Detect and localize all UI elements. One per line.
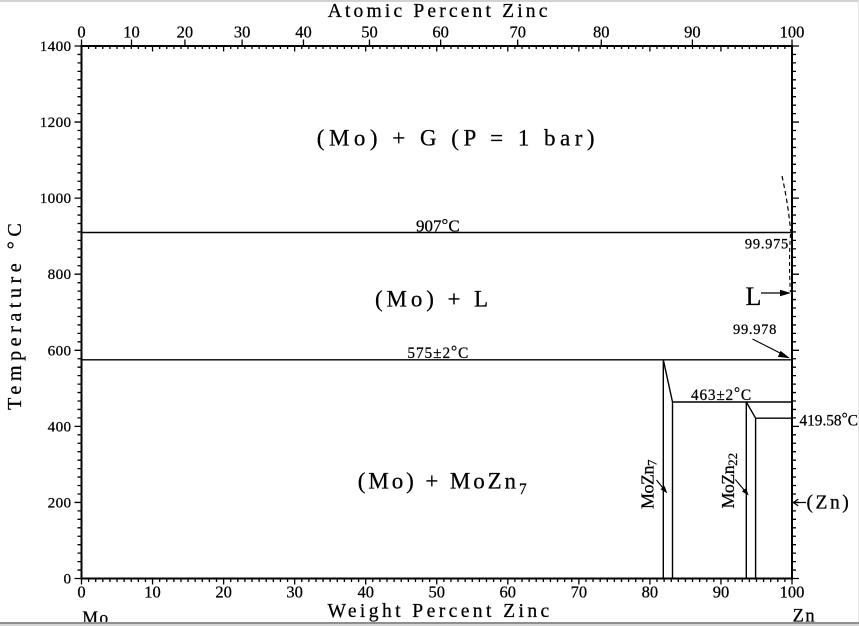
svg-text:60: 60 xyxy=(432,23,449,42)
svg-text:20: 20 xyxy=(215,583,232,602)
svg-text:463±2°C: 463±2°C xyxy=(691,385,752,404)
svg-text:907°C: 907°C xyxy=(416,215,460,236)
svg-text:200: 200 xyxy=(48,494,72,511)
svg-text:70: 70 xyxy=(571,583,588,602)
svg-text:80: 80 xyxy=(593,23,610,42)
svg-text:Zn: Zn xyxy=(793,607,817,626)
svg-text:30: 30 xyxy=(234,23,251,42)
svg-text:Temperature °C: Temperature °C xyxy=(4,219,26,410)
svg-text:50: 50 xyxy=(429,583,446,602)
svg-text:(Mo) + MoZn7: (Mo) + MoZn7 xyxy=(358,469,527,499)
svg-text:MoZn7: MoZn7 xyxy=(638,459,660,509)
svg-text:20: 20 xyxy=(177,23,194,42)
svg-text:600: 600 xyxy=(48,342,72,359)
svg-text:0: 0 xyxy=(77,23,85,42)
svg-text:419.58°C: 419.58°C xyxy=(800,411,858,430)
svg-text:70: 70 xyxy=(509,23,526,42)
svg-text:(Zn): (Zn) xyxy=(807,493,852,514)
svg-text:80: 80 xyxy=(642,583,659,602)
svg-text:0: 0 xyxy=(64,571,72,588)
svg-text:50: 50 xyxy=(361,23,378,42)
svg-text:575±2°C: 575±2°C xyxy=(407,343,469,362)
svg-text:99.975: 99.975 xyxy=(745,237,789,253)
svg-text:Weight Percent Zinc: Weight Percent Zinc xyxy=(328,601,553,622)
svg-text:100: 100 xyxy=(780,23,805,42)
svg-text:Mo: Mo xyxy=(82,608,109,626)
svg-text:40: 40 xyxy=(357,583,374,602)
svg-text:(Mo) + G (P = 1 bar): (Mo) + G (P = 1 bar) xyxy=(317,126,599,151)
svg-text:60: 60 xyxy=(500,583,517,602)
svg-text:L: L xyxy=(746,282,762,311)
svg-text:1000: 1000 xyxy=(40,190,72,207)
svg-text:0: 0 xyxy=(77,583,85,602)
svg-text:90: 90 xyxy=(713,583,730,602)
svg-text:MoZn22: MoZn22 xyxy=(718,453,740,509)
svg-text:100: 100 xyxy=(780,583,805,602)
svg-text:1200: 1200 xyxy=(40,114,72,131)
svg-text:10: 10 xyxy=(144,583,161,602)
svg-text:30: 30 xyxy=(286,583,303,602)
svg-text:40: 40 xyxy=(295,23,312,42)
svg-text:800: 800 xyxy=(48,266,72,283)
svg-text:400: 400 xyxy=(48,418,72,435)
svg-text:90: 90 xyxy=(684,23,701,42)
svg-text:1400: 1400 xyxy=(40,38,72,55)
svg-text:(Mo) + L: (Mo) + L xyxy=(375,286,492,311)
svg-text:Atomic Percent Zinc: Atomic Percent Zinc xyxy=(328,1,551,22)
svg-text:10: 10 xyxy=(123,23,140,42)
svg-text:99.978: 99.978 xyxy=(733,322,777,338)
